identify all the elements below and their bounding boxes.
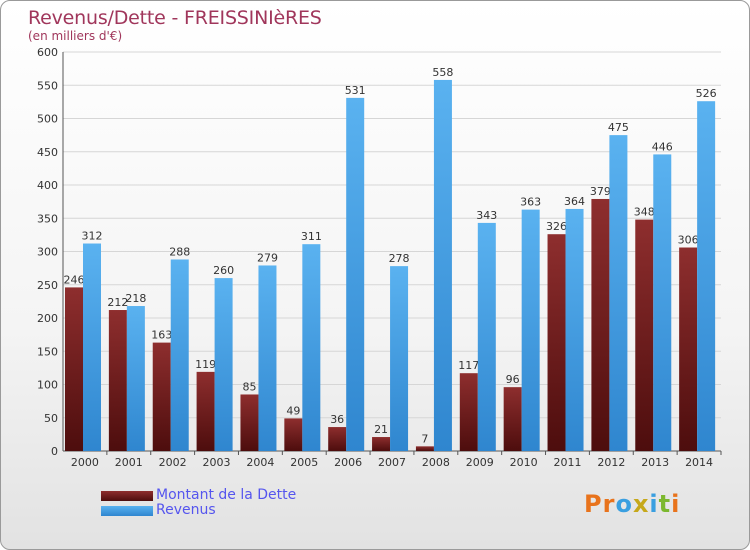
- bar-dette-2002: [152, 342, 171, 451]
- chart-subtitle: (en milliers d'€): [28, 29, 123, 43]
- y-tick-label-150: 150: [37, 345, 58, 358]
- data-label-revenus-2000: 312: [82, 230, 103, 243]
- bar-revenus-2013: [653, 154, 672, 451]
- data-label-revenus-2001: 218: [125, 292, 146, 305]
- x-tick-label-2001: 2001: [115, 456, 143, 469]
- bar-revenus-2008: [433, 79, 452, 452]
- bar-dette-2003: [196, 371, 215, 451]
- data-label-dette-2005: 49: [286, 404, 300, 417]
- data-label-revenus-2009: 343: [476, 209, 497, 222]
- bar-dette-2006: [328, 427, 347, 451]
- x-tick-label-2012: 2012: [597, 456, 625, 469]
- data-label-dette-2002: 163: [151, 329, 172, 342]
- y-tick-label-100: 100: [37, 379, 58, 392]
- x-tick-label-2014: 2014: [685, 456, 713, 469]
- data-label-dette-2010: 96: [506, 373, 520, 386]
- bar-revenus-2014: [697, 101, 716, 452]
- y-tick-label-550: 550: [37, 79, 58, 92]
- bar-revenus-2006: [346, 97, 365, 451]
- bar-revenus-2009: [477, 222, 496, 451]
- data-label-dette-2000: 246: [64, 273, 85, 286]
- y-tick-label-450: 450: [37, 146, 58, 159]
- data-label-revenus-2005: 311: [301, 230, 322, 243]
- data-label-dette-2012: 379: [590, 185, 611, 198]
- x-tick-label-2002: 2002: [159, 456, 187, 469]
- data-label-dette-2006: 36: [330, 413, 344, 426]
- bar-revenus-2012: [609, 135, 628, 451]
- data-label-revenus-2003: 260: [213, 264, 234, 277]
- bar-dette-2014: [679, 247, 698, 451]
- bar-revenus-2005: [302, 244, 321, 451]
- legend-swatch-revenus: [101, 506, 153, 516]
- bar-revenus-2004: [258, 265, 277, 451]
- data-label-dette-2004: 85: [242, 380, 256, 393]
- bar-dette-2007: [372, 437, 391, 451]
- x-tick-label-2003: 2003: [203, 456, 231, 469]
- y-tick-label-400: 400: [37, 179, 58, 192]
- bar-dette-2010: [503, 387, 522, 451]
- x-tick-label-2005: 2005: [290, 456, 318, 469]
- data-label-dette-2003: 119: [195, 358, 216, 371]
- bar-revenus-2010: [521, 209, 540, 451]
- data-label-dette-2014: 306: [678, 234, 699, 247]
- bar-dette-2011: [547, 234, 566, 451]
- y-tick-label-250: 250: [37, 279, 58, 292]
- data-label-revenus-2006: 531: [345, 84, 366, 97]
- data-label-dette-2007: 21: [374, 423, 388, 436]
- x-tick-label-2007: 2007: [378, 456, 406, 469]
- bar-dette-2004: [240, 394, 259, 451]
- data-label-revenus-2008: 558: [432, 66, 453, 79]
- bar-dette-2001: [108, 310, 127, 451]
- bar-dette-2008: [415, 446, 434, 451]
- data-label-dette-2001: 212: [107, 296, 128, 309]
- chart-title: Revenus/Dette - FREISSINIèRES: [28, 7, 322, 29]
- bar-revenus-2002: [170, 259, 189, 451]
- bar-revenus-2001: [126, 306, 145, 451]
- data-label-revenus-2013: 446: [652, 140, 673, 153]
- data-label-revenus-2002: 288: [169, 245, 190, 258]
- data-label-dette-2011: 326: [546, 220, 567, 233]
- bar-dette-2009: [459, 373, 478, 451]
- data-label-revenus-2014: 526: [696, 87, 717, 100]
- data-label-dette-2013: 348: [634, 206, 655, 219]
- data-label-revenus-2012: 475: [608, 121, 629, 134]
- bar-dette-2012: [591, 198, 610, 451]
- bar-dette-2000: [65, 287, 83, 451]
- legend-label-revenus: Revenus: [156, 502, 216, 518]
- data-label-revenus-2004: 279: [257, 251, 278, 264]
- x-tick-label-2000: 2000: [71, 456, 99, 469]
- data-label-dette-2008: 7: [421, 432, 428, 445]
- data-label-revenus-2011: 364: [564, 195, 585, 208]
- x-tick-label-2006: 2006: [334, 456, 362, 469]
- legend-swatch-dette: [101, 491, 153, 501]
- bar-dette-2013: [635, 219, 654, 451]
- y-tick-label-500: 500: [37, 113, 58, 126]
- x-tick-label-2013: 2013: [641, 456, 669, 469]
- y-tick-label-350: 350: [37, 212, 58, 225]
- y-tick-label-600: 600: [37, 46, 58, 59]
- data-label-dette-2009: 117: [458, 359, 479, 372]
- y-tick-label-300: 300: [37, 246, 58, 259]
- x-tick-label-2010: 2010: [510, 456, 538, 469]
- y-tick-label-200: 200: [37, 312, 58, 325]
- x-tick-label-2009: 2009: [466, 456, 494, 469]
- bar-revenus-2007: [390, 266, 409, 451]
- data-label-revenus-2010: 363: [520, 196, 541, 209]
- x-tick-label-2004: 2004: [246, 456, 274, 469]
- bar-revenus-2000: [83, 243, 101, 451]
- bar-revenus-2003: [214, 278, 233, 451]
- proxiti-logo: Proxiti: [584, 490, 681, 518]
- legend-label-dette: Montant de la Dette: [156, 487, 297, 503]
- bar-revenus-2011: [565, 208, 584, 451]
- y-tick-label-0: 0: [51, 445, 58, 458]
- x-tick-label-2011: 2011: [553, 456, 581, 469]
- x-tick-label-2008: 2008: [422, 456, 450, 469]
- data-label-revenus-2007: 278: [389, 252, 410, 265]
- bar-dette-2005: [284, 418, 303, 451]
- y-tick-label-50: 50: [44, 412, 58, 425]
